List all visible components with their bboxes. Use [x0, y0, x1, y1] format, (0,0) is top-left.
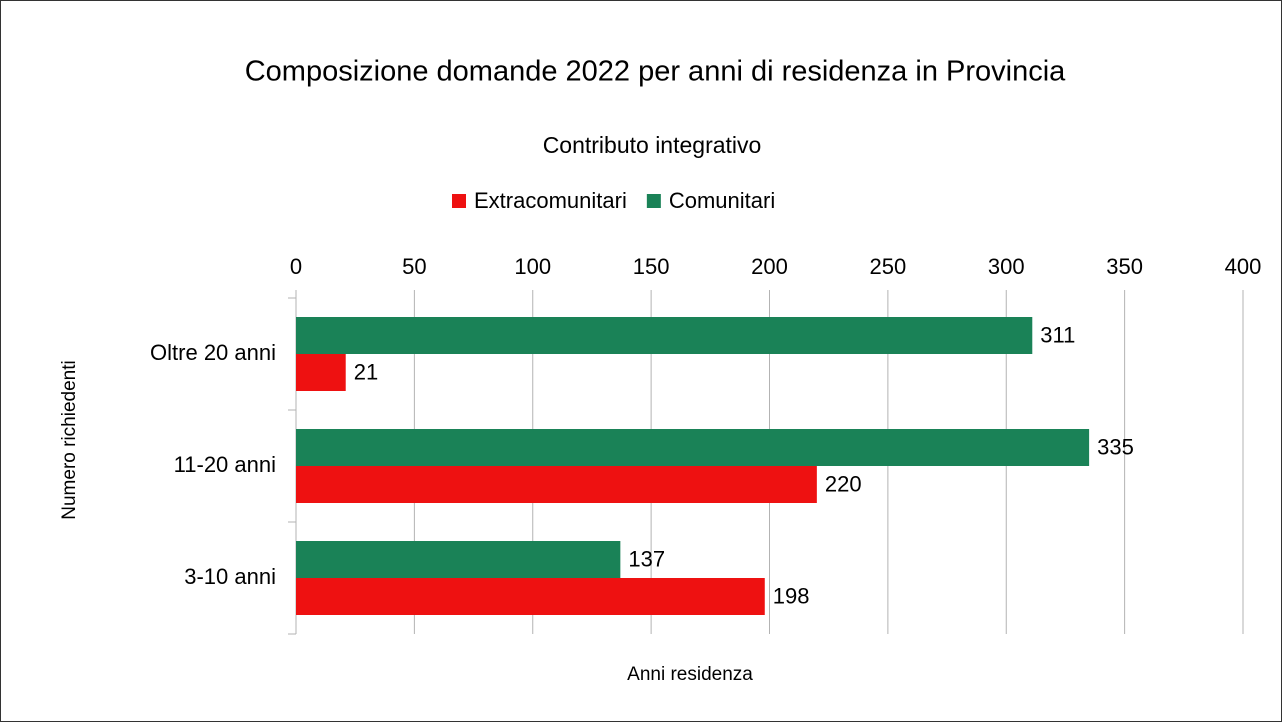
value-label: 311: [1040, 322, 1075, 347]
y-axis-title: Numero richiedenti: [59, 360, 80, 519]
chart-subtitle: Contributo integrativo: [543, 132, 762, 158]
value-label: 220: [825, 471, 862, 496]
y-tick-label: 11-20 anni: [174, 452, 276, 477]
x-tick-label: 50: [402, 254, 426, 279]
value-label: 198: [773, 583, 810, 608]
chart-title: Composizione domande 2022 per anni di re…: [245, 56, 1066, 88]
x-tick-label: 250: [870, 254, 907, 279]
y-tick-label: 3-10 anni: [184, 564, 276, 589]
legend-swatch: [452, 194, 466, 208]
legend-label: Extracomunitari: [474, 188, 627, 213]
bar: [296, 429, 1090, 466]
bar: [296, 578, 765, 615]
x-tick-label: 200: [751, 254, 788, 279]
y-tick-label: Oltre 20 anni: [150, 340, 276, 365]
bar: [296, 466, 817, 503]
x-tick-label: 350: [1106, 254, 1143, 279]
value-label: 335: [1097, 434, 1134, 459]
value-label: 137: [628, 546, 665, 571]
legend-label: Comunitari: [669, 188, 775, 213]
x-tick-label: 100: [514, 254, 551, 279]
x-tick-label: 300: [988, 254, 1025, 279]
bar: [296, 354, 346, 391]
bar: [296, 317, 1033, 354]
x-axis-title: Anni residenza: [627, 664, 753, 685]
x-tick-label: 0: [290, 254, 302, 279]
x-tick-label: 400: [1225, 254, 1262, 279]
x-tick-label: 150: [633, 254, 670, 279]
legend-swatch: [646, 194, 661, 208]
value-label: 21: [354, 359, 378, 384]
bar: [296, 541, 621, 578]
